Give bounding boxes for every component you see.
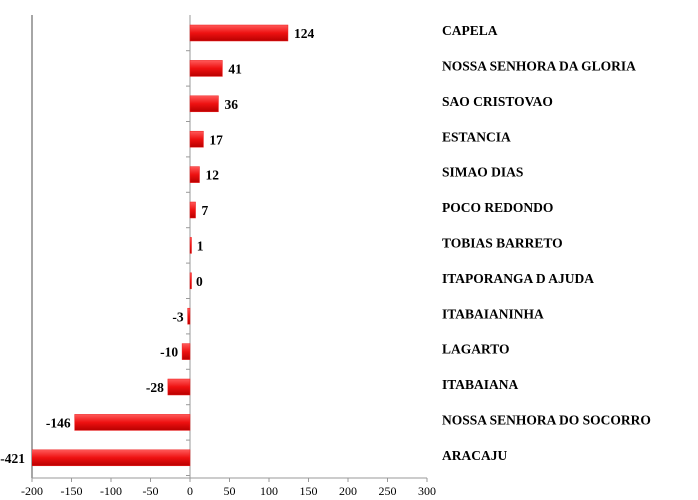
value-label: 17 — [209, 132, 223, 147]
value-label: -146 — [46, 415, 71, 430]
bar — [189, 272, 192, 290]
value-label: 7 — [202, 203, 209, 218]
x-tick-label: 300 — [418, 484, 436, 498]
category-label: TOBIAS BARRETO — [442, 235, 563, 250]
category-label: ITAPORANGA D AJUDA — [442, 271, 594, 286]
bar — [189, 24, 289, 42]
category-label: NOSSA SENHORA DA GLORIA — [442, 58, 636, 73]
value-label: -28 — [146, 380, 164, 395]
value-label: -421 — [0, 451, 25, 466]
x-tick-label: 150 — [300, 484, 318, 498]
x-tick-label: -200 — [21, 484, 43, 498]
bar — [189, 237, 192, 254]
category-label: ITABAIANA — [442, 377, 519, 392]
x-tick-label: 50 — [224, 484, 236, 498]
bar — [32, 449, 191, 467]
category-label: SAO CRISTOVAO — [442, 94, 553, 109]
bar — [187, 307, 191, 325]
bar — [74, 414, 191, 431]
category-label: LAGARTO — [442, 342, 510, 357]
value-label: 0 — [196, 274, 203, 289]
bar — [181, 343, 191, 360]
bar — [189, 201, 196, 219]
value-label: 1 — [197, 238, 204, 253]
category-label: ESTANCIA — [442, 129, 511, 144]
bar — [167, 378, 191, 396]
x-tick-label: 200 — [339, 484, 357, 498]
bar — [189, 60, 223, 77]
category-label: ITABAIANINHA — [442, 306, 544, 321]
value-label: -10 — [160, 345, 178, 360]
value-label: 12 — [205, 168, 219, 183]
bar — [189, 130, 204, 148]
x-tick-label: 100 — [260, 484, 278, 498]
category-label: ARACAJU — [442, 448, 507, 463]
bar — [189, 166, 200, 183]
value-label: -3 — [172, 309, 183, 324]
x-tick-label: 250 — [379, 484, 397, 498]
x-tick-label: -50 — [143, 484, 159, 498]
category-label: CAPELA — [442, 23, 498, 38]
bars — [32, 24, 289, 467]
category-label: SIMAO DIAS — [442, 165, 523, 180]
x-tick-label: -150 — [61, 484, 83, 498]
x-tick-label: -100 — [100, 484, 122, 498]
value-label: 41 — [228, 61, 242, 76]
category-label: POCO REDONDO — [442, 200, 553, 215]
category-label: NOSSA SENHORA DO SOCORRO — [442, 412, 651, 427]
value-label: 124 — [294, 26, 315, 41]
value-label: 36 — [224, 97, 238, 112]
x-tick-label: 0 — [187, 484, 193, 498]
bar — [189, 95, 219, 113]
